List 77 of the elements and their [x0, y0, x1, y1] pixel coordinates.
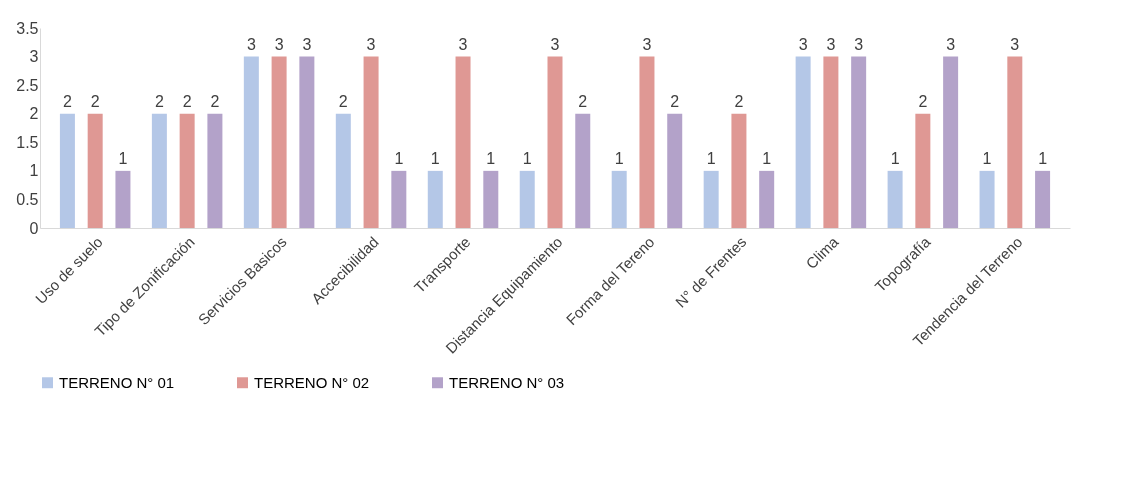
bar: [887, 170, 903, 228]
bar: [455, 56, 471, 228]
y-tick-label: 1.5: [16, 133, 39, 151]
data-label: 2: [154, 92, 164, 110]
bar: [611, 170, 627, 228]
bar: [299, 56, 315, 228]
y-tick-label: 3: [29, 48, 39, 66]
legend-label: TERRENO N° 02: [254, 373, 370, 391]
bar: [151, 113, 167, 228]
y-tick-label: 2.5: [16, 76, 39, 94]
data-label: 3: [946, 35, 956, 53]
y-tick-label: 2: [29, 105, 39, 123]
bar: [363, 56, 379, 228]
data-label: 2: [90, 92, 100, 110]
bar: [335, 113, 351, 228]
data-label: 2: [918, 92, 928, 110]
data-label: 3: [642, 35, 652, 53]
bar: [667, 113, 683, 228]
data-label: 1: [430, 149, 440, 167]
data-label: 1: [118, 149, 128, 167]
bar: [823, 56, 839, 228]
legend-label: TERRENO N° 03: [449, 373, 565, 391]
data-label: 1: [614, 149, 624, 167]
data-label: 2: [338, 92, 348, 110]
data-label: 2: [578, 92, 588, 110]
bar: [519, 170, 535, 228]
data-label: 3: [366, 35, 376, 53]
data-label: 3: [274, 35, 284, 53]
legend-label: TERRENO N° 01: [59, 373, 175, 391]
bar: [1007, 56, 1023, 228]
bar: [179, 113, 195, 228]
data-label: 1: [486, 149, 496, 167]
bar: [87, 113, 103, 228]
bar: [243, 56, 259, 228]
bar: [115, 170, 131, 228]
y-tick-label: 0.5: [16, 190, 39, 208]
bar: [575, 113, 591, 228]
data-label: 3: [826, 35, 836, 53]
data-label: 2: [734, 92, 744, 110]
bar: [795, 56, 811, 228]
bar: [759, 170, 775, 228]
bar: [1035, 170, 1051, 228]
bar: [547, 56, 563, 228]
y-tick-label: 1: [29, 162, 39, 180]
data-label: 1: [762, 149, 772, 167]
data-label: 2: [210, 92, 220, 110]
bar: [943, 56, 959, 228]
data-label: 3: [302, 35, 312, 53]
bar: [391, 170, 407, 228]
bar: [483, 170, 499, 228]
bar: [639, 56, 655, 228]
data-label: 3: [246, 35, 256, 53]
data-label: 2: [670, 92, 680, 110]
data-label: 1: [706, 149, 716, 167]
bar: [207, 113, 223, 228]
data-label: 1: [890, 149, 900, 167]
data-label: 1: [1038, 149, 1048, 167]
data-label: 3: [1010, 35, 1020, 53]
data-label: 3: [458, 35, 468, 53]
data-label: 2: [182, 92, 192, 110]
data-label: 1: [394, 149, 404, 167]
bar: [979, 170, 995, 228]
bar: [271, 56, 287, 228]
data-label: 1: [982, 149, 992, 167]
y-tick-label: 0: [29, 219, 39, 237]
y-tick-label: 3.5: [16, 19, 39, 37]
data-label: 2: [62, 92, 72, 110]
data-label: 3: [550, 35, 560, 53]
data-label: 3: [798, 35, 808, 53]
bar: [703, 170, 719, 228]
data-label: 3: [854, 35, 864, 53]
bar: [731, 113, 747, 228]
bar: [851, 56, 867, 228]
bar: [59, 113, 75, 228]
data-label: 1: [522, 149, 532, 167]
bar: [427, 170, 443, 228]
bar: [915, 113, 931, 228]
